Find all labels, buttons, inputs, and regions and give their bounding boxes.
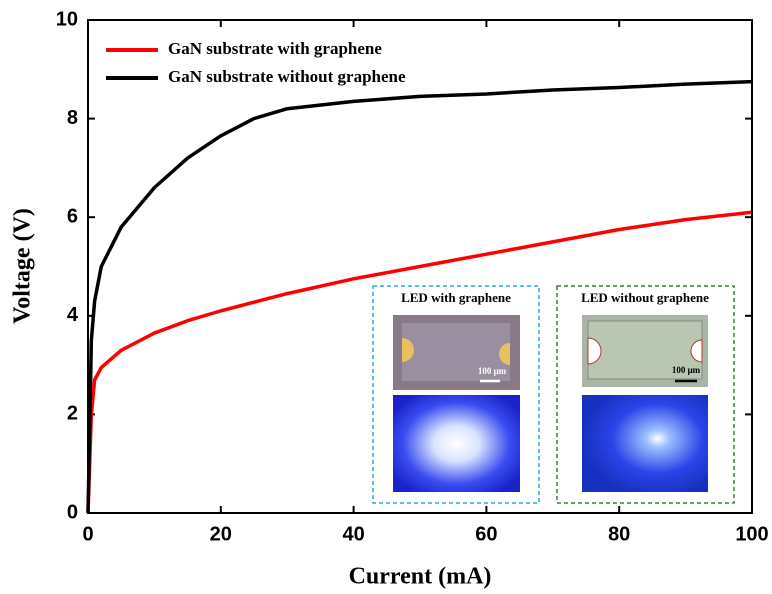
y-tick-label: 6 [67,205,78,227]
chart: Current (mA) Voltage (V) LED with graphe… [0,0,772,594]
x-tick-label: 80 [608,523,630,545]
x-tick-label: 40 [342,523,364,545]
y-tick-label: 10 [56,8,78,30]
inset-with-graphene: LED with graphene 100 μm [373,286,539,503]
legend-label: GaN substrate with graphene [168,39,382,58]
photo [393,395,520,492]
x-tick-label: 20 [210,523,232,545]
y-tick-label: 2 [67,403,78,425]
inset-without-graphene: LED without graphene 100 μm [557,286,734,503]
inset-title: LED with graphene [401,290,511,305]
scale-bar-label: 100 μm [672,365,701,375]
y-axis-label: Voltage (V) [10,208,36,324]
x-axis-label: Current (mA) [349,564,492,590]
y-tick-label: 8 [67,107,78,129]
y-tick-label: 4 [67,304,79,326]
legend-label: GaN substrate without graphene [168,67,406,86]
scale-bar-label: 100 μm [478,366,507,376]
x-tick-label: 0 [82,523,93,545]
x-tick-label: 60 [475,523,497,545]
x-tick-label: 100 [735,523,768,545]
inset-title: LED without graphene [581,290,709,305]
photo [582,395,708,492]
y-tick-label: 0 [67,501,78,523]
